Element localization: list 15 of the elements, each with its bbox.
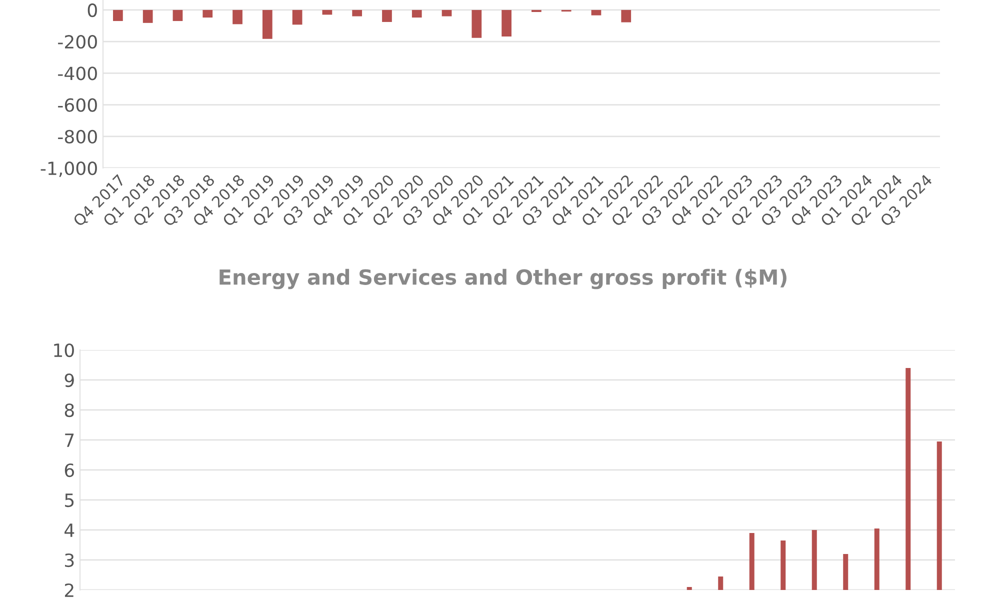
y-tick-label: 10 (54, 343, 74, 358)
y-tick-label: 9 (64, 373, 74, 388)
y-tick-label: -800 (58, 130, 97, 144)
y-tick-label: 2 (64, 583, 74, 597)
chart-title: Energy and Services and Other gross profit ($M) (220, 268, 786, 290)
y-tick-label: -600 (58, 98, 97, 112)
y-tick-label: 3 (65, 553, 74, 568)
y-tick-label: 8 (64, 403, 74, 418)
y-tick-label: -400 (58, 66, 97, 80)
y-tick-label: -200 (58, 35, 97, 49)
y-tick-label: 4 (64, 524, 74, 537)
y-tick-label: 0 (88, 3, 97, 18)
y-tick-label: 5 (65, 494, 74, 508)
y-tick-label: 7 (65, 434, 74, 447)
y-tick-label: 6 (64, 463, 74, 478)
